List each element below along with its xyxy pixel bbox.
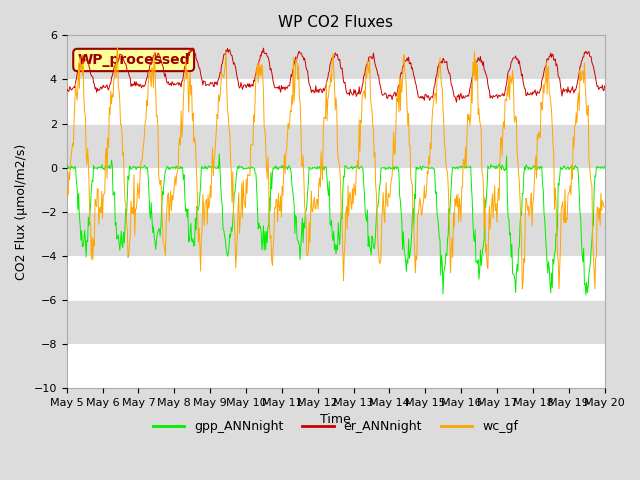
Bar [67, 344, 605, 388]
Legend: gpp_ANNnight, er_ANNnight, wc_gf: gpp_ANNnight, er_ANNnight, wc_gf [148, 415, 524, 438]
gpp_ANNnight [128, 166, 136, 171]
er_ANNnight [601, 83, 609, 89]
Text: WP_processed: WP_processed [77, 53, 190, 67]
Line: er_ANNnight: er_ANNnight [67, 48, 605, 102]
Line: wc_gf: wc_gf [67, 47, 605, 289]
wc_gf [601, 204, 609, 210]
Line: gpp_ANNnight: gpp_ANNnight [67, 154, 605, 295]
Bar [67, 36, 605, 79]
er_ANNnight [417, 95, 425, 101]
er_ANNnight [63, 88, 70, 94]
wc_gf [114, 44, 122, 50]
Bar [67, 212, 605, 256]
er_ANNnight [402, 58, 410, 64]
er_ANNnight [128, 81, 136, 87]
gpp_ANNnight [417, 167, 425, 173]
Y-axis label: CO2 Flux (μmol/m2/s): CO2 Flux (μmol/m2/s) [15, 144, 28, 280]
wc_gf [183, 68, 191, 74]
wc_gf [518, 286, 526, 292]
wc_gf [72, 91, 80, 96]
wc_gf [417, 212, 425, 218]
Bar [67, 79, 605, 123]
gpp_ANNnight [72, 179, 80, 185]
Bar [67, 123, 605, 168]
gpp_ANNnight [63, 166, 70, 171]
Bar [67, 256, 605, 300]
Bar [67, 300, 605, 344]
gpp_ANNnight [582, 292, 589, 298]
wc_gf [63, 198, 70, 204]
er_ANNnight [452, 99, 460, 105]
er_ANNnight [212, 81, 220, 86]
er_ANNnight [72, 76, 80, 82]
er_ANNnight [189, 45, 196, 51]
gpp_ANNnight [601, 163, 609, 169]
gpp_ANNnight [211, 164, 219, 170]
Title: WP CO2 Fluxes: WP CO2 Fluxes [278, 15, 393, 30]
gpp_ANNnight [182, 206, 190, 212]
gpp_ANNnight [402, 258, 410, 264]
wc_gf [129, 204, 136, 210]
wc_gf [402, 72, 410, 78]
gpp_ANNnight [216, 151, 223, 157]
Bar [67, 168, 605, 212]
er_ANNnight [182, 60, 190, 66]
X-axis label: Time: Time [320, 413, 351, 426]
wc_gf [212, 141, 220, 146]
